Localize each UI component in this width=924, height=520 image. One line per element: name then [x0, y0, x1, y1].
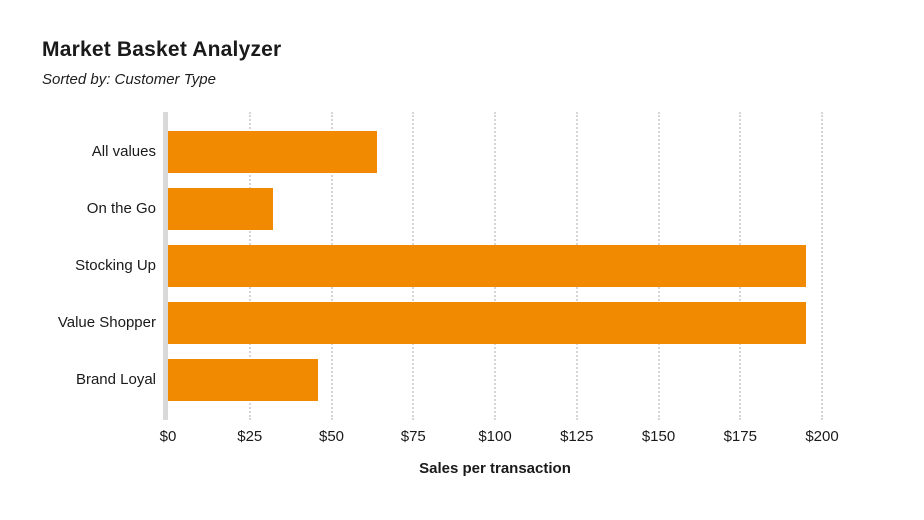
chart-subtitle: Sorted by: Customer Type [42, 71, 216, 88]
x-tick-label: $150 [641, 428, 676, 445]
bar-stocking-up[interactable] [168, 245, 806, 287]
y-axis-line [163, 112, 168, 420]
bar-on-the-go[interactable] [168, 188, 273, 230]
x-tick-label: $50 [318, 428, 345, 445]
x-tick-label: $125 [560, 428, 594, 445]
x-tick-label: $0 [159, 428, 177, 445]
bar-all-values[interactable] [168, 131, 378, 173]
x-axis-ticks: $0 $25 $50 $75 $100 $125 $150 $175 $200 [160, 428, 839, 448]
gridline [821, 112, 823, 420]
chart-header: Market Basket Analyzer Sorted by: Custom… [42, 38, 281, 88]
chart-title: Market Basket Analyzer [42, 38, 282, 61]
bar-brand-loyal[interactable] [168, 359, 319, 401]
bar-value-shopper[interactable] [168, 302, 806, 344]
category-label-stocking-up: Stocking Up [75, 257, 156, 274]
x-tick-label: $100 [478, 428, 512, 445]
category-labels: All values On the Go Stocking Up Value Shop… [0, 112, 156, 420]
x-axis-title: Sales per transaction [419, 460, 571, 477]
category-label-brand-loyal: Brand Loyal [75, 371, 156, 388]
category-label-value-shopper: Value Shopper [57, 314, 156, 331]
plot-area [168, 112, 823, 420]
x-tick-label: $75 [400, 428, 426, 445]
category-label-all-values: All values [91, 143, 156, 160]
x-tick-label: $25 [237, 428, 263, 445]
category-label-on-the-go: On the Go [86, 200, 156, 217]
x-tick-label: $200 [805, 428, 839, 445]
x-tick-label: $175 [723, 428, 757, 445]
